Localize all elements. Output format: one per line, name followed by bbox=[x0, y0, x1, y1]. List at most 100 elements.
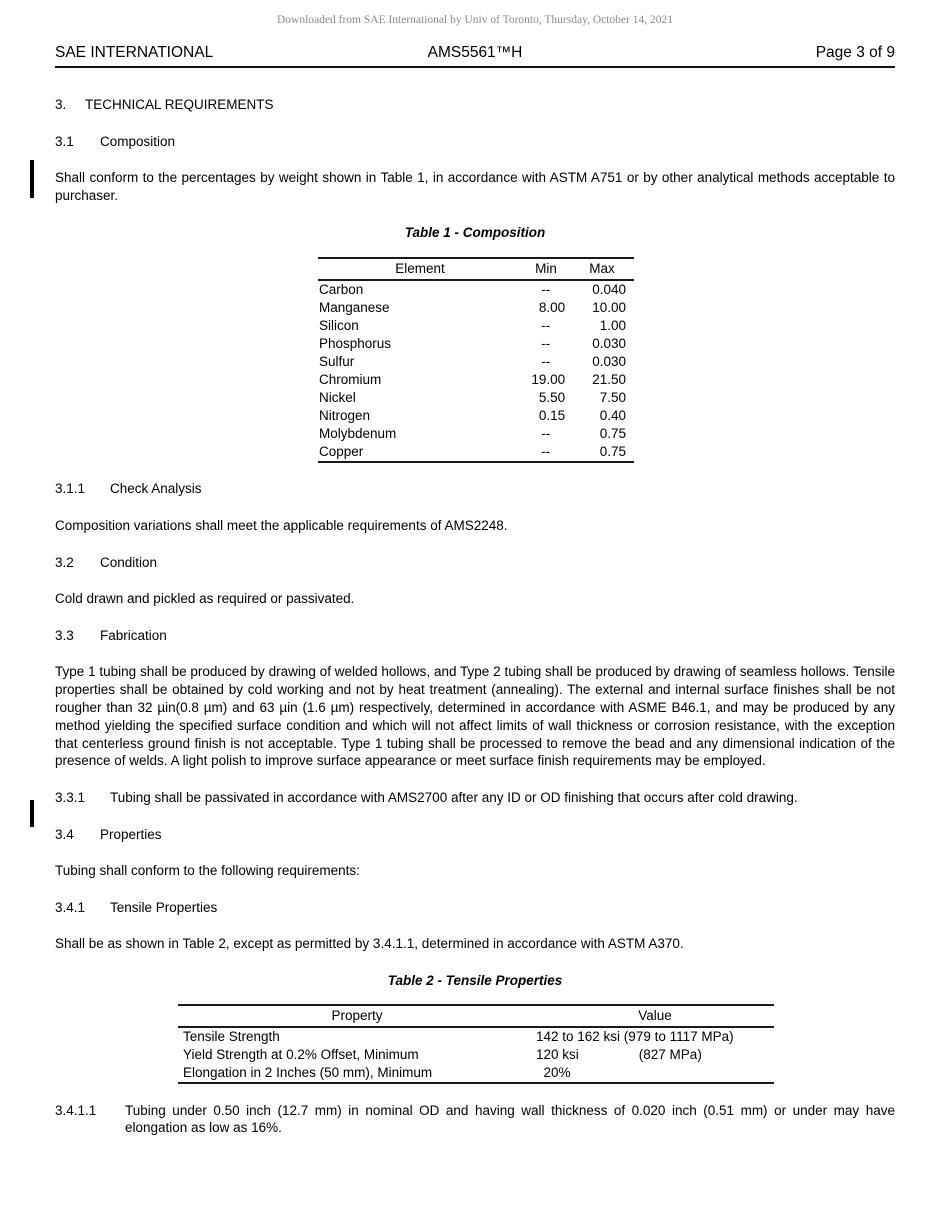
cell-min: 0.15 bbox=[538, 408, 566, 424]
paragraph-3-3: Type 1 tubing shall be produced by drawi… bbox=[55, 664, 895, 769]
cell-element: Chromium bbox=[319, 372, 382, 388]
cell-max: 7.50 bbox=[599, 390, 626, 406]
column-header-element: Element bbox=[395, 261, 445, 277]
cell-min: -- bbox=[541, 336, 566, 352]
section-number: 3.1.1 bbox=[55, 481, 86, 497]
cell-min: -- bbox=[541, 354, 566, 370]
cell-min: 5.50 bbox=[538, 390, 566, 406]
tensile-properties-table: Property Value Tensile Strength 142 to 1… bbox=[178, 1004, 774, 1085]
table-row: Sulfur -- 0.030 bbox=[318, 353, 634, 371]
table-row: Yield Strength at 0.2% Offset, Minimum 1… bbox=[178, 1046, 774, 1064]
cell-max: 0.40 bbox=[599, 408, 626, 424]
cell-min: -- bbox=[541, 282, 566, 298]
section-text: Tubing under 0.50 inch (12.7 mm) in nomi… bbox=[125, 1102, 895, 1136]
table-row: Chromium 19.00 21.50 bbox=[318, 371, 634, 389]
cell-max: 0.030 bbox=[592, 354, 626, 370]
section-number: 3.1 bbox=[55, 133, 74, 149]
cell-element: Sulfur bbox=[319, 354, 355, 370]
download-watermark: Downloaded from SAE International by Uni… bbox=[277, 14, 673, 26]
column-header-property: Property bbox=[331, 1008, 383, 1024]
table1-title: Table 1 - Composition bbox=[404, 224, 546, 240]
cell-max: 21.50 bbox=[592, 372, 626, 388]
table-header-row: Property Value bbox=[178, 1006, 774, 1029]
composition-table: Element Min Max Carbon -- 0.040 Manganes… bbox=[318, 257, 634, 464]
cell-max: 1.00 bbox=[599, 318, 626, 334]
section-number: 3.4.1 bbox=[55, 899, 86, 915]
cell-element: Phosphorus bbox=[319, 336, 392, 352]
cell-value: 20% bbox=[536, 1065, 571, 1081]
cell-max: 10.00 bbox=[592, 300, 626, 316]
table-row: Molybdenum -- 0.75 bbox=[318, 425, 634, 443]
cell-element: Silicon bbox=[319, 318, 359, 334]
cell-element: Manganese bbox=[319, 300, 390, 316]
section-title: Check Analysis bbox=[110, 481, 202, 497]
column-header-min: Min bbox=[535, 261, 557, 277]
section-3-3-1: 3.3.1 Tubing shall be passivated in acco… bbox=[55, 789, 895, 807]
section-heading-3-2: 3.2 Condition bbox=[55, 554, 895, 572]
cell-value: 142 to 162 ksi (979 to 1117 MPa) bbox=[536, 1029, 734, 1045]
cell-min: 8.00 bbox=[538, 300, 566, 316]
cell-value: 120 ksi (827 MPa) bbox=[536, 1047, 702, 1063]
paragraph-3-1: Shall conform to the percentages by weig… bbox=[55, 170, 895, 203]
header-page-number: Page 3 of 9 bbox=[815, 44, 895, 61]
table-row: Carbon -- 0.040 bbox=[318, 281, 634, 299]
section-title: Tensile Properties bbox=[110, 899, 218, 915]
paragraph-3-1-1: Composition variations shall meet the ap… bbox=[55, 517, 508, 533]
column-header-max: Max bbox=[589, 261, 615, 277]
cell-max: 0.75 bbox=[599, 444, 626, 460]
table2-title: Table 2 - Tensile Properties bbox=[387, 972, 563, 988]
paragraph-3-4-1: Shall be as shown in Table 2, except as … bbox=[55, 936, 684, 952]
section-number: 3.4 bbox=[55, 826, 74, 842]
cell-element: Nickel bbox=[319, 390, 356, 406]
table-row: Manganese 8.00 10.00 bbox=[318, 299, 634, 317]
section-heading-3-3: 3.3 Fabrication bbox=[55, 627, 895, 645]
cell-min: -- bbox=[541, 318, 566, 334]
cell-min: -- bbox=[541, 426, 566, 442]
section-text: Tubing shall be passivated in accordance… bbox=[110, 789, 798, 805]
cell-max: 0.75 bbox=[599, 426, 626, 442]
cell-min: 19.00 bbox=[531, 372, 566, 388]
column-header-value: Value bbox=[638, 1008, 672, 1024]
document-body: 3. TECHNICAL REQUIREMENTS 3.1 Compositio… bbox=[55, 96, 895, 1156]
paragraph-3-2: Cold drawn and pickled as required or pa… bbox=[55, 591, 355, 607]
cell-element: Copper bbox=[319, 444, 364, 460]
section-heading-3-4: 3.4 Properties bbox=[55, 826, 895, 844]
page-header: SAE INTERNATIONAL AMS5561™H Page 3 of 9 bbox=[55, 44, 895, 68]
table-header-row: Element Min Max bbox=[318, 259, 634, 282]
section-title: Fabrication bbox=[100, 627, 167, 643]
cell-element: Carbon bbox=[319, 282, 364, 298]
cell-property: Elongation in 2 Inches (50 mm), Minimum bbox=[183, 1065, 433, 1081]
section-number: 3.2 bbox=[55, 554, 74, 570]
section-number: 3.4.1.1 bbox=[55, 1102, 97, 1118]
paragraph-3-4: Tubing shall conform to the following re… bbox=[55, 863, 360, 879]
cell-min: -- bbox=[541, 444, 566, 460]
change-bar bbox=[30, 800, 34, 827]
change-bar bbox=[30, 160, 34, 198]
section-heading-3-1-1: 3.1.1 Check Analysis bbox=[55, 480, 895, 498]
section-heading-3-1: 3.1 Composition bbox=[55, 133, 895, 151]
section-number: 3.3 bbox=[55, 627, 74, 643]
cell-property: Yield Strength at 0.2% Offset, Minimum bbox=[183, 1047, 419, 1063]
table-row: Phosphorus -- 0.030 bbox=[318, 335, 634, 353]
table-row: Nickel 5.50 7.50 bbox=[318, 389, 634, 407]
section-3-4-1-1: 3.4.1.1 Tubing under 0.50 inch (12.7 mm)… bbox=[55, 1102, 895, 1138]
section-title: Condition bbox=[100, 554, 158, 570]
header-org: SAE INTERNATIONAL bbox=[55, 44, 214, 61]
table-row: Elongation in 2 Inches (50 mm), Minimum … bbox=[178, 1064, 774, 1082]
section-heading-3: 3. TECHNICAL REQUIREMENTS bbox=[55, 96, 895, 114]
header-doc-number: AMS5561™H bbox=[427, 44, 523, 61]
table-row: Tensile Strength 142 to 162 ksi (979 to … bbox=[178, 1028, 774, 1046]
table-row: Silicon -- 1.00 bbox=[318, 317, 634, 335]
table-row: Nitrogen 0.15 0.40 bbox=[318, 407, 634, 425]
section-heading-3-4-1: 3.4.1 Tensile Properties bbox=[55, 899, 895, 917]
section-number: 3.3.1 bbox=[55, 789, 86, 805]
cell-element: Nitrogen bbox=[319, 408, 371, 424]
section-title: Properties bbox=[100, 826, 162, 842]
cell-property: Tensile Strength bbox=[183, 1029, 280, 1045]
section-number: 3. bbox=[55, 97, 67, 112]
cell-element: Molybdenum bbox=[319, 426, 397, 442]
cell-max: 0.040 bbox=[592, 282, 626, 298]
cell-max: 0.030 bbox=[592, 336, 626, 352]
section-title: TECHNICAL REQUIREMENTS bbox=[85, 97, 274, 112]
